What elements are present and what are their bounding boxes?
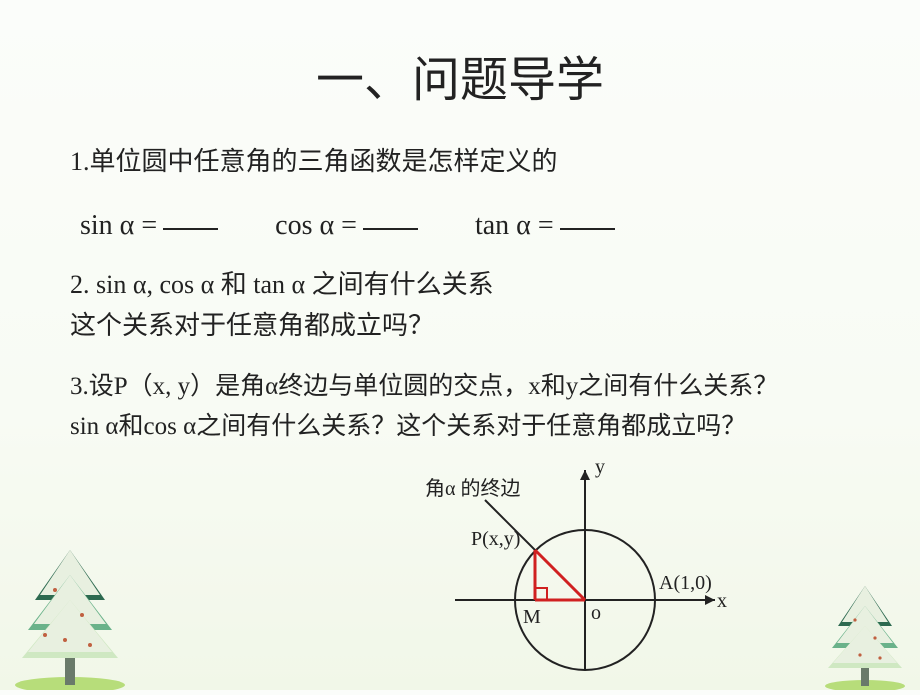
tan-eq: tan α =: [475, 202, 615, 250]
cos-blank: [363, 202, 418, 230]
q1-text: 1.单位圆中任意角的三角函数是怎样定义的: [70, 140, 890, 184]
cos-eq: cos α =: [275, 202, 418, 250]
tree-left-decoration: [10, 540, 130, 690]
q3-line1: 3.设P（x, y）是角α终边与单位圆的交点，x和y之间有什么关系？: [70, 367, 890, 407]
point-p-label: P(x,y): [471, 528, 520, 551]
point-m-label: M: [523, 606, 541, 629]
point-a-label: A(1,0): [659, 572, 712, 595]
page-title: 一、问题导学: [0, 0, 920, 140]
equations-row: sin α = cos α = tan α =: [80, 184, 890, 260]
q2-line1: 2. sin α, cos α 和 tan α 之间有什么关系: [70, 264, 890, 306]
x-axis-label: x: [717, 590, 727, 613]
q3-line2: sin α和cos α之间有什么关系？这个关系对于任意角都成立吗？: [70, 407, 890, 447]
sin-blank: [163, 202, 218, 230]
q3-block: 3.设P（x, y）是角α终边与单位圆的交点，x和y之间有什么关系？ sin α…: [70, 367, 890, 447]
sin-eq: sin α =: [80, 202, 218, 250]
content-block: 1.单位圆中任意角的三角函数是怎样定义的 sin α = cos α = tan…: [0, 140, 920, 447]
q2-line2: 这个关系对于任意角都成立吗？: [70, 305, 890, 347]
unit-circle-diagram: 角α 的终边 y x P(x,y) A(1,0) o M: [395, 460, 745, 680]
tree-right-decoration: [820, 580, 910, 690]
q2-block: 2. sin α, cos α 和 tan α 之间有什么关系 这个关系对于任意…: [70, 264, 890, 347]
edge-label: 角α 的终边: [425, 472, 520, 501]
tan-blank: [560, 202, 615, 230]
origin-label: o: [591, 602, 601, 625]
y-axis-label: y: [595, 456, 605, 479]
